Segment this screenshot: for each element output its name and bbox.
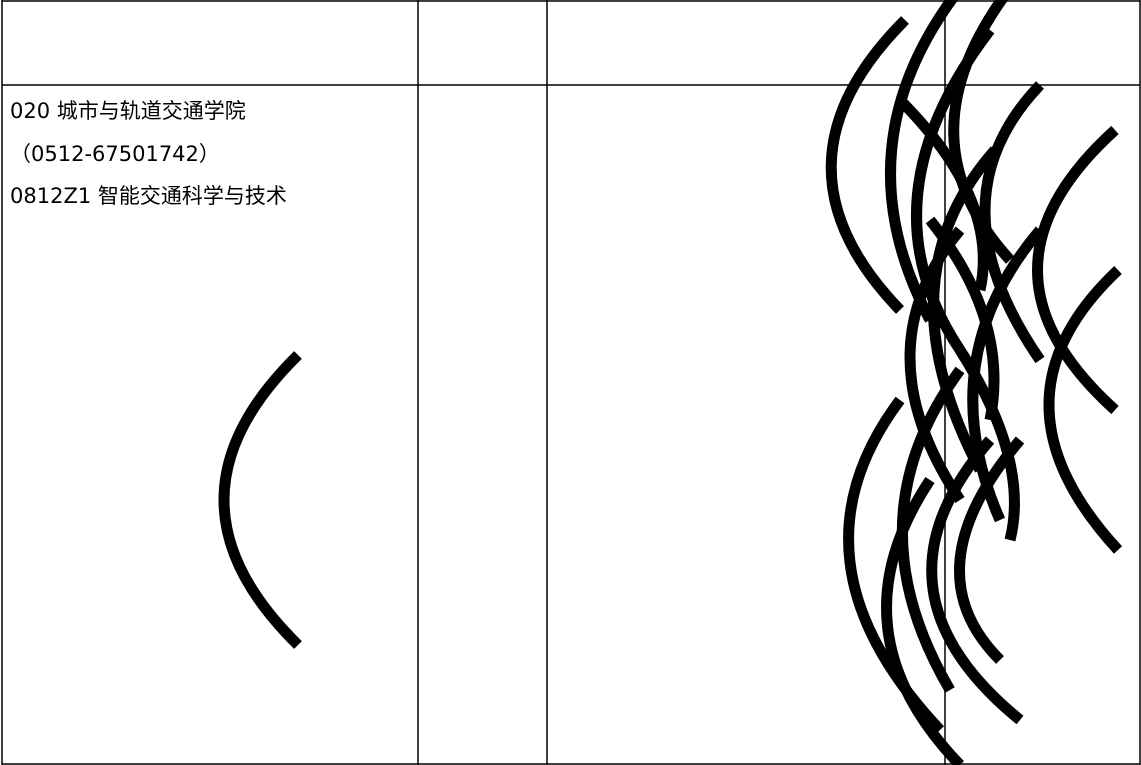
arc — [954, 436, 1025, 664]
cell-content: 020 城市与轨道交通学院 （0512-67501742） 0812Z1 智能交… — [10, 99, 287, 208]
arc — [896, 96, 989, 292]
arc — [955, 347, 1020, 542]
arc — [881, 476, 964, 765]
arc — [1043, 265, 1123, 554]
arc — [825, 16, 909, 314]
glyph-artifacts — [218, 0, 1123, 765]
arc — [904, 226, 965, 504]
arc — [926, 436, 1024, 725]
arc — [979, 81, 1045, 364]
arc — [925, 216, 1000, 422]
arc — [885, 0, 959, 323]
cell-line: （0512-67501742） — [10, 142, 220, 166]
cell-line: 0812Z1 智能交通科学与技术 — [10, 184, 287, 208]
cell-line: 020 城市与轨道交通学院 — [10, 99, 246, 123]
arc — [218, 351, 302, 649]
arc — [1032, 125, 1119, 415]
